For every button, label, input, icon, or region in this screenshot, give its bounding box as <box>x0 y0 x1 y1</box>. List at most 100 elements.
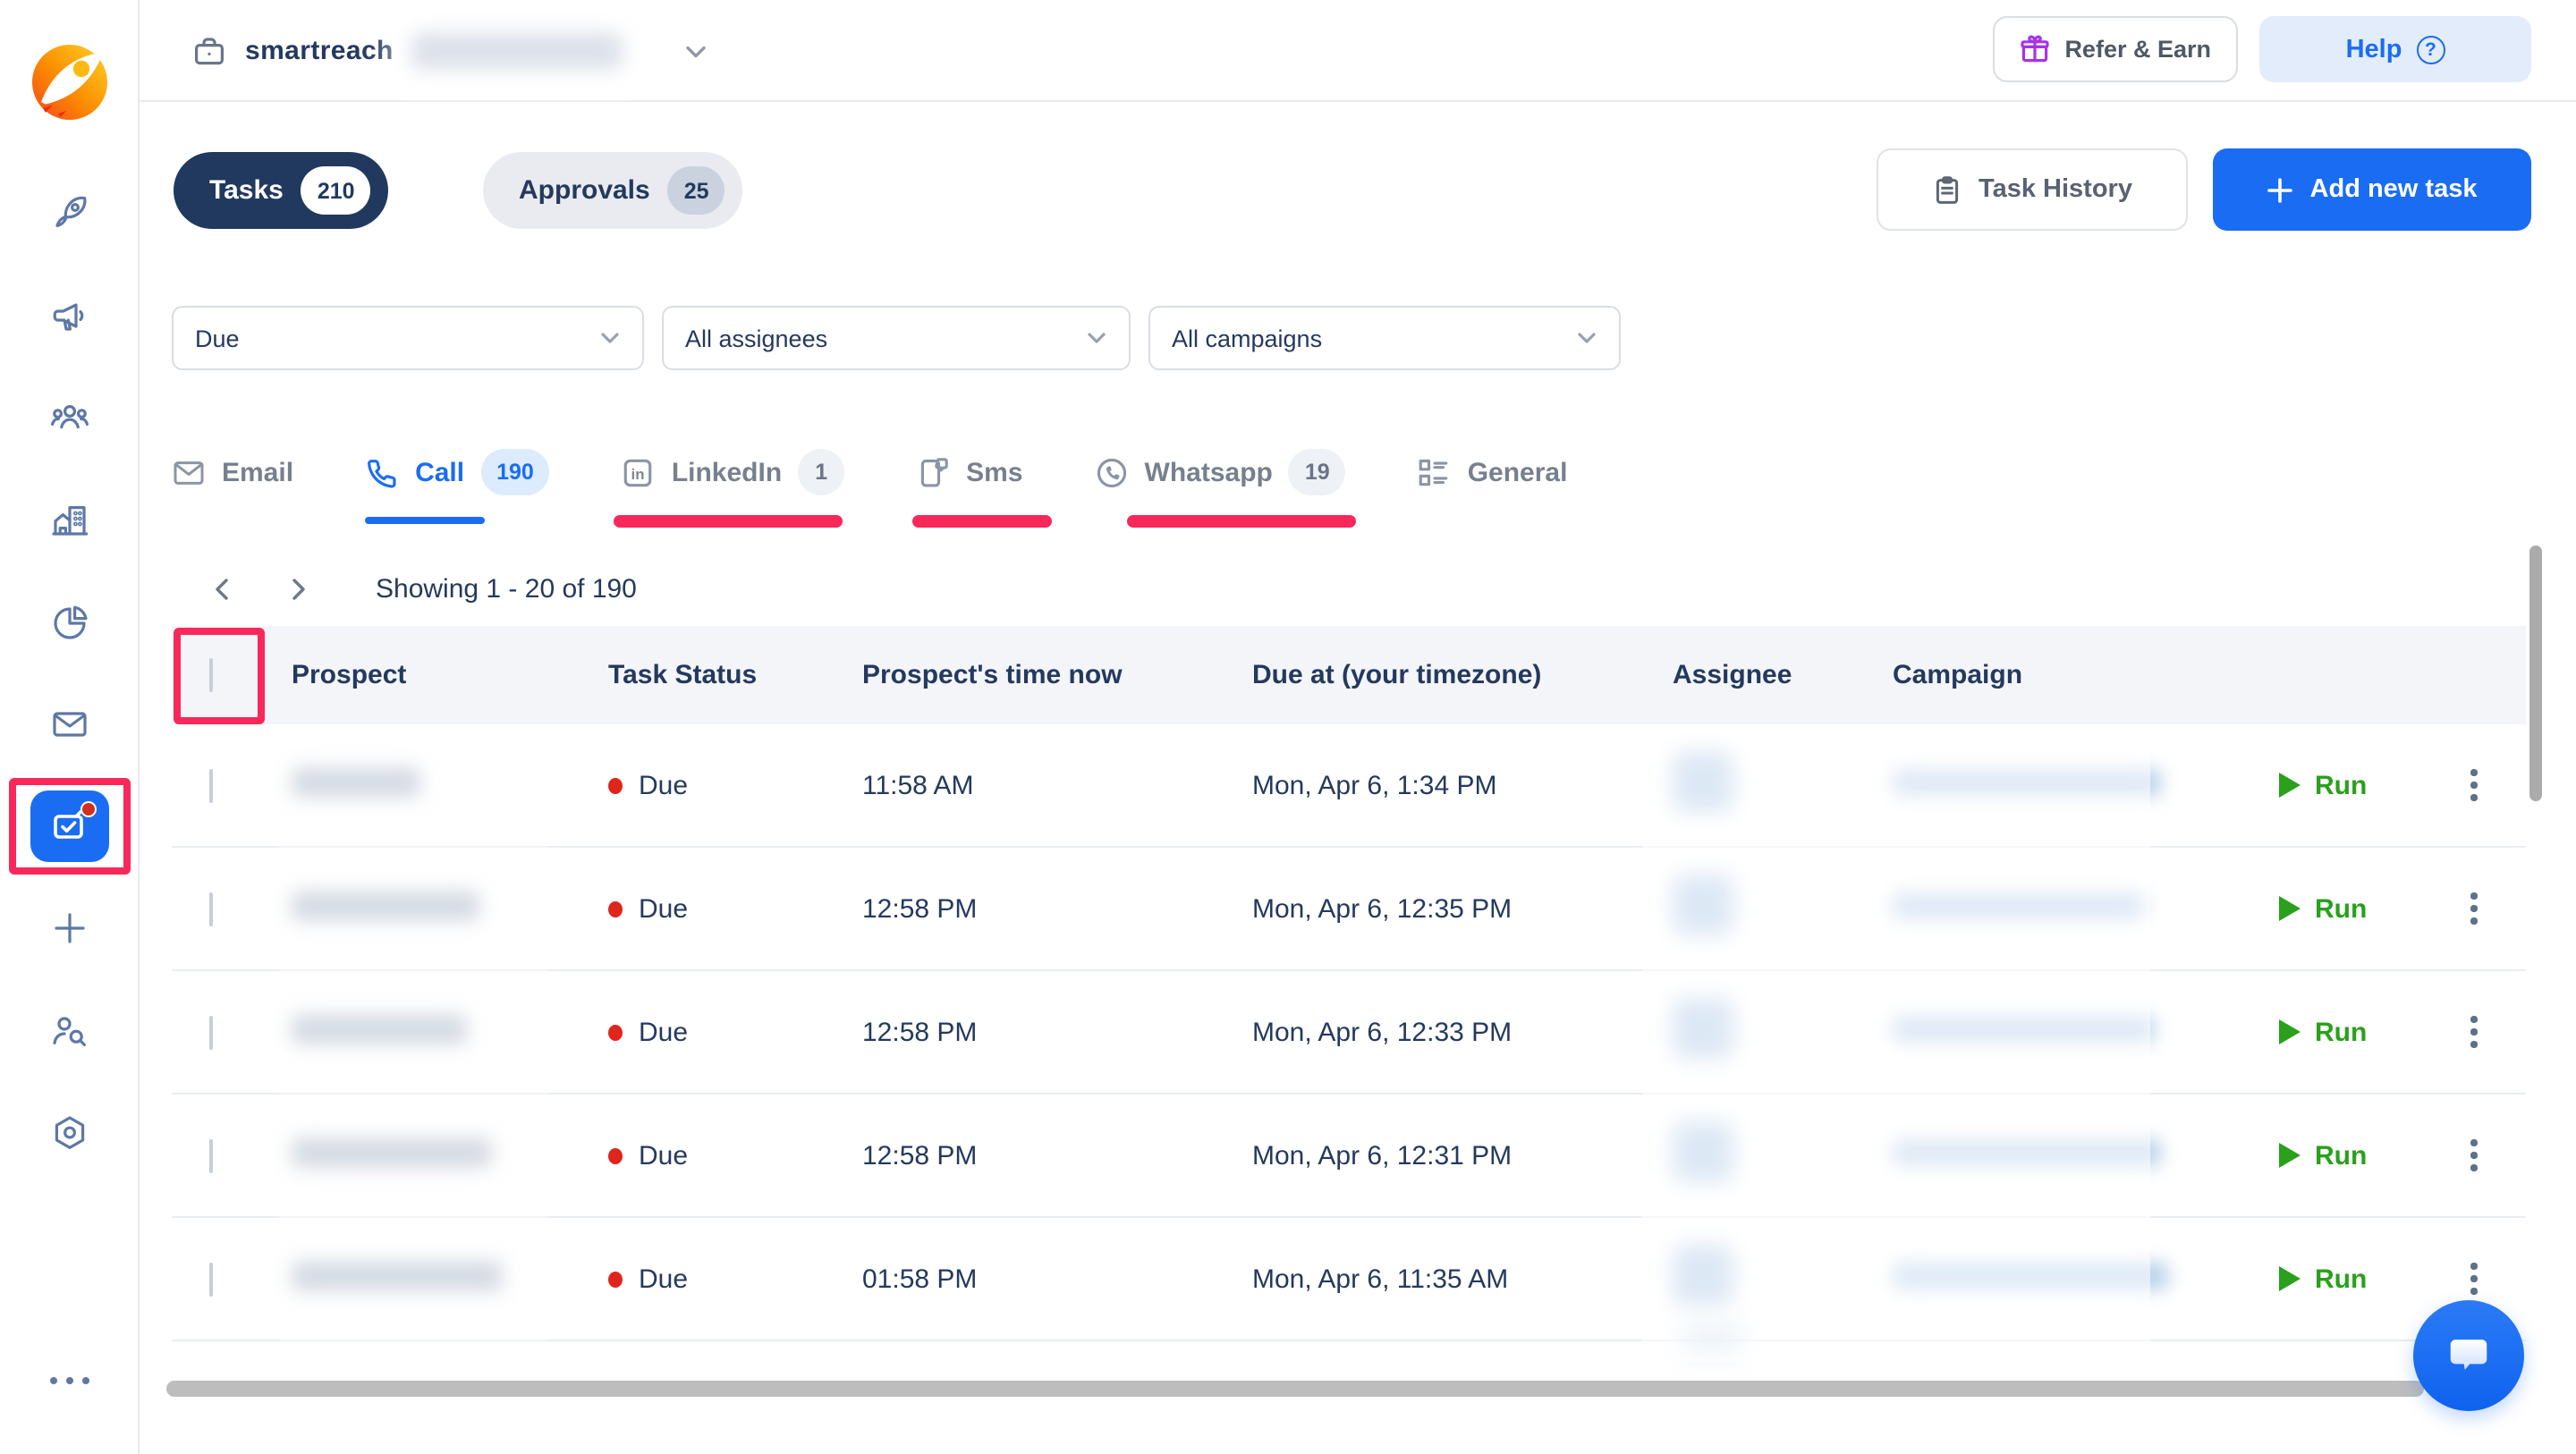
building-icon[interactable] <box>48 499 91 542</box>
due-at: Mon, Apr 6, 1:34 PM <box>1252 770 1497 800</box>
redacted-prospect-name <box>292 890 479 920</box>
table-row: Due 12:58 PM Mon, Apr 6, 12:31 PM Run <box>172 1095 2526 1218</box>
people-icon[interactable] <box>48 397 91 440</box>
tab-call[interactable]: Call 190 <box>365 444 550 524</box>
plus-icon[interactable] <box>48 907 91 950</box>
add-new-task-button[interactable]: Add new task <box>2213 148 2531 231</box>
tab-email[interactable]: Email <box>172 444 293 501</box>
gift-icon <box>2021 35 2050 63</box>
row-menu-kebab-icon[interactable] <box>2464 1256 2485 1302</box>
refer-earn-button[interactable]: Refer & Earn <box>1993 16 2238 82</box>
linkedin-tab-label: LinkedIn <box>671 457 783 487</box>
status-label: Due <box>639 893 689 924</box>
run-button[interactable]: Run <box>2279 893 2422 924</box>
status-filter-value: Due <box>195 325 240 351</box>
row-menu-kebab-icon[interactable] <box>2464 886 2485 932</box>
status-label: Due <box>639 1017 689 1047</box>
row-checkbox[interactable] <box>209 892 213 926</box>
chevron-down-icon <box>1088 333 1106 343</box>
annotation-underline-sms <box>912 515 1053 528</box>
linkedin-count-badge: 1 <box>798 449 845 495</box>
redacted-campaign-name <box>1893 1138 2161 1165</box>
tasks-notification-dot <box>80 801 97 817</box>
prospect-time-now: 12:58 PM <box>862 1017 978 1047</box>
svg-text:in: in <box>631 465 645 482</box>
call-count-badge: 190 <box>480 449 550 495</box>
briefcase-icon <box>191 33 227 69</box>
redacted-workspace-suffix <box>411 32 623 70</box>
pie-chart-icon[interactable] <box>48 601 91 644</box>
refer-earn-label: Refer & Earn <box>2064 36 2211 63</box>
row-checkbox[interactable] <box>209 1015 213 1049</box>
mail-icon[interactable] <box>48 703 91 746</box>
row-menu-kebab-icon[interactable] <box>2464 763 2485 808</box>
chevron-down-icon[interactable] <box>683 38 708 63</box>
campaign-filter-value: All campaigns <box>1172 325 1323 351</box>
tab-linkedin[interactable]: in LinkedIn 1 <box>614 444 845 528</box>
campaign-filter-select[interactable]: All campaigns <box>1148 306 1621 370</box>
column-header-assignee: Assignee <box>1673 660 1792 690</box>
next-page-button[interactable] <box>272 563 322 613</box>
general-tab-label: General <box>1467 457 1568 487</box>
row-checkbox[interactable] <box>209 768 213 802</box>
row-menu-kebab-icon[interactable] <box>2464 1133 2485 1179</box>
sms-icon <box>920 457 948 486</box>
megaphone-icon[interactable] <box>48 295 91 338</box>
more-icon[interactable] <box>50 1374 93 1388</box>
status-filter-select[interactable]: Due <box>172 306 644 370</box>
play-icon <box>2279 773 2301 798</box>
chevron-down-icon <box>1578 333 1596 343</box>
rocket-icon[interactable] <box>48 191 91 234</box>
status-label: Due <box>639 770 689 800</box>
run-button[interactable]: Run <box>2279 1140 2422 1171</box>
tab-tasks[interactable]: Tasks 210 <box>174 152 389 229</box>
assignee-filter-select[interactable]: All assignees <box>662 306 1131 370</box>
chat-widget-button[interactable] <box>2413 1300 2524 1411</box>
workspace-switcher[interactable]: smartreach <box>191 0 708 102</box>
whatsapp-icon <box>1097 457 1126 487</box>
row-menu-kebab-icon[interactable] <box>2464 1010 2485 1055</box>
vertical-scrollbar[interactable] <box>2529 545 2542 801</box>
task-history-button[interactable]: Task History <box>1877 148 2188 231</box>
smartreach-logo-icon[interactable] <box>29 41 111 123</box>
tab-general[interactable]: General <box>1418 444 1568 501</box>
run-button[interactable]: Run <box>2279 1264 2422 1294</box>
settings-icon[interactable] <box>48 1112 91 1155</box>
horizontal-scrollbar[interactable] <box>166 1381 2424 1397</box>
run-label: Run <box>2315 1264 2368 1294</box>
column-header-due-at: Due at (your timezone) <box>1252 660 1542 690</box>
table-row: Due 11:58 AM Mon, Apr 6, 1:34 PM Run <box>172 724 2526 848</box>
chevron-left-icon <box>215 578 227 599</box>
chevron-right-icon <box>292 578 304 599</box>
prospect-time-now: 11:58 AM <box>862 770 974 800</box>
run-label: Run <box>2315 893 2368 924</box>
row-checkbox[interactable] <box>209 1138 213 1172</box>
due-at: Mon, Apr 6, 12:33 PM <box>1252 1017 1513 1047</box>
help-button[interactable]: Help ? <box>2259 16 2531 82</box>
linkedin-icon: in <box>624 458 653 486</box>
prospect-search-icon[interactable] <box>48 1010 91 1053</box>
play-icon <box>2279 1266 2301 1291</box>
run-button[interactable]: Run <box>2279 1017 2422 1047</box>
sidebar <box>0 0 140 1454</box>
select-all-checkbox[interactable] <box>209 658 213 692</box>
plus-icon <box>2267 177 2293 202</box>
row-checkbox[interactable] <box>209 1262 213 1296</box>
tab-approvals[interactable]: Approvals 25 <box>483 152 743 229</box>
tab-whatsapp[interactable]: Whatsapp 19 <box>1095 444 1356 528</box>
tasks-icon[interactable] <box>30 790 109 862</box>
run-label: Run <box>2315 770 2368 800</box>
tab-sms[interactable]: Sms <box>912 444 1053 528</box>
whatsapp-count-badge: 19 <box>1288 449 1346 495</box>
column-header-prospect: Prospect <box>292 660 407 690</box>
annotation-underline-linkedin <box>614 515 843 528</box>
table-row: Due 12:58 PM Mon, Apr 6, 12:35 PM Run <box>172 848 2526 971</box>
prev-page-button[interactable] <box>197 563 247 613</box>
table-header: Prospect Task Status Prospect's time now… <box>172 626 2526 724</box>
run-button[interactable]: Run <box>2279 770 2422 800</box>
redacted-assignee-avatar-partial <box>1682 1323 1742 1352</box>
approvals-label: Approvals <box>519 175 650 206</box>
column-header-campaign: Campaign <box>1893 660 2023 690</box>
email-tab-label: Email <box>222 457 294 487</box>
